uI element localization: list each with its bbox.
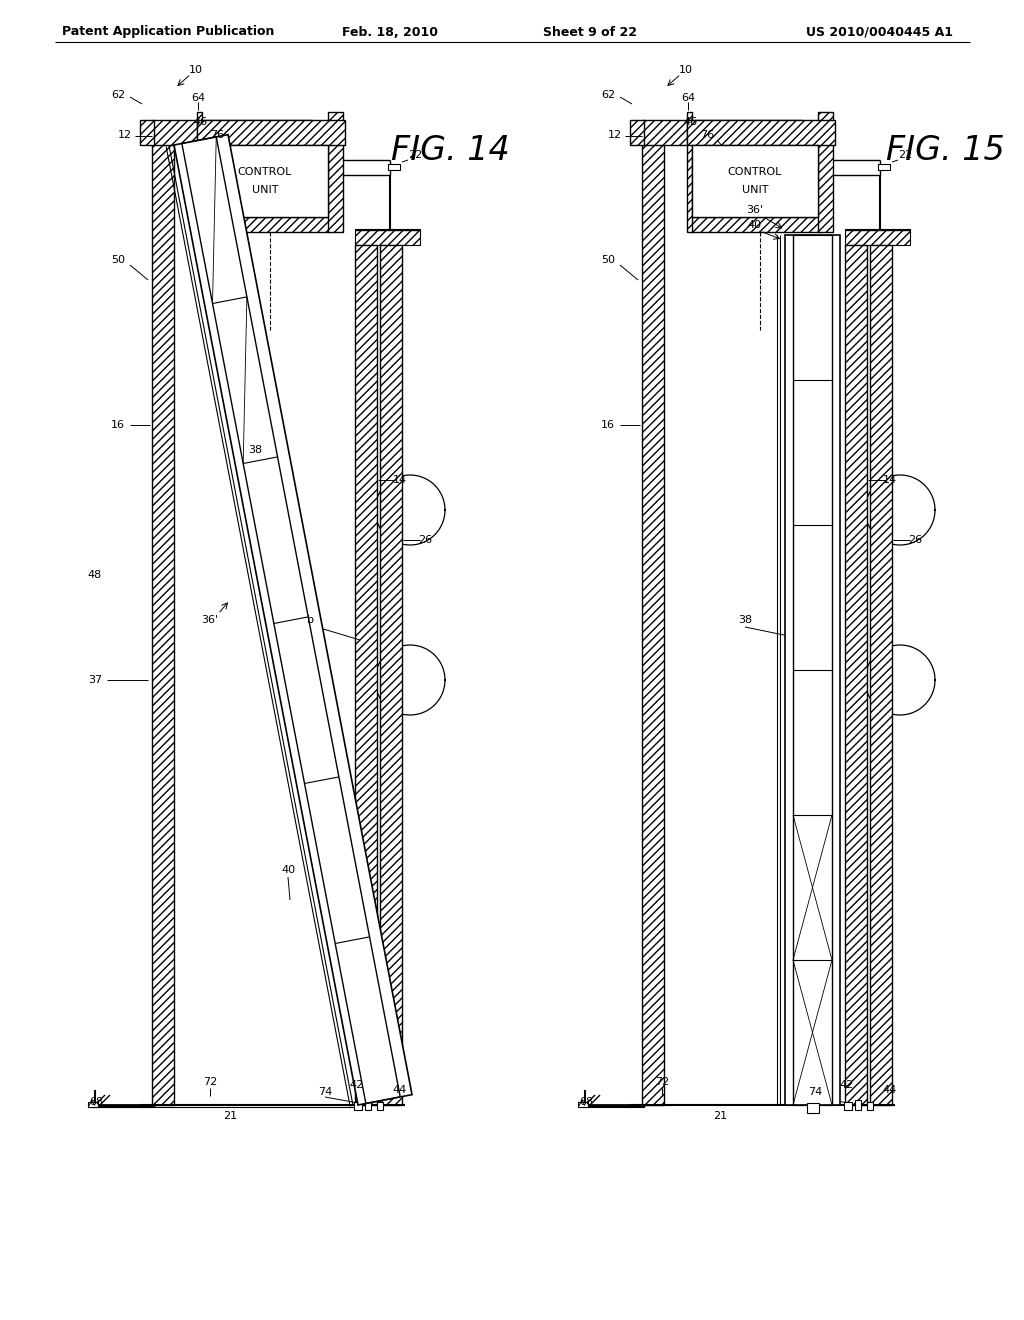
Bar (140, 120, 154, 145)
Bar (197, 112, 202, 232)
Bar (642, 140, 664, 1105)
Text: 26: 26 (908, 535, 922, 545)
Bar (354, 1102, 362, 1110)
Text: CONTROL: CONTROL (238, 168, 292, 177)
Text: 64: 64 (190, 92, 205, 103)
Text: UNIT: UNIT (252, 185, 279, 195)
Text: CONTROL: CONTROL (728, 168, 782, 177)
Text: 38: 38 (248, 445, 262, 455)
Bar (845, 246, 867, 1105)
Text: 16: 16 (601, 420, 615, 430)
Bar (867, 1102, 873, 1110)
Bar (197, 120, 345, 145)
Text: 64: 64 (681, 92, 695, 103)
Bar (88, 1102, 98, 1107)
Bar (202, 145, 328, 216)
Bar (855, 1100, 861, 1110)
Text: 50: 50 (111, 255, 125, 265)
Bar (328, 112, 343, 232)
Text: 10: 10 (189, 65, 203, 75)
Bar (785, 235, 840, 1105)
Text: 21: 21 (713, 1111, 727, 1121)
Text: US 2010/0040445 A1: US 2010/0040445 A1 (807, 25, 953, 38)
Text: FIG. 15: FIG. 15 (886, 133, 1005, 166)
Bar (380, 246, 402, 1105)
Bar (692, 145, 818, 216)
Text: 44: 44 (393, 1085, 408, 1096)
Bar (152, 120, 312, 145)
Text: 46: 46 (683, 117, 697, 127)
Text: 36': 36' (202, 615, 218, 624)
Bar (355, 228, 420, 246)
Text: 37: 37 (88, 675, 102, 685)
Bar (388, 164, 400, 170)
Bar (878, 164, 890, 170)
Bar (365, 1100, 371, 1110)
Text: 40: 40 (748, 220, 762, 230)
Bar (377, 1102, 383, 1110)
Text: 72: 72 (655, 1077, 669, 1086)
Text: 22: 22 (898, 150, 912, 160)
Text: 76: 76 (210, 129, 224, 140)
Text: FIG. 14: FIG. 14 (390, 133, 509, 166)
Text: Feb. 18, 2010: Feb. 18, 2010 (342, 25, 438, 38)
Bar (690, 216, 820, 232)
Text: 46: 46 (193, 117, 207, 127)
Bar (355, 246, 377, 1105)
Text: 62: 62 (601, 90, 615, 100)
Bar (845, 228, 910, 246)
Polygon shape (174, 135, 412, 1105)
Bar (844, 1102, 852, 1110)
Bar (630, 120, 644, 145)
Bar (152, 140, 174, 1105)
Text: 42: 42 (350, 1080, 365, 1090)
Bar (578, 1102, 588, 1107)
Text: 21: 21 (223, 1111, 238, 1121)
Text: 74: 74 (317, 1086, 332, 1097)
Text: 76: 76 (700, 129, 714, 140)
Bar (687, 112, 692, 232)
Bar (807, 1104, 819, 1113)
Text: 48: 48 (88, 570, 102, 579)
Text: 74: 74 (808, 1086, 822, 1097)
Bar (870, 246, 892, 1105)
Bar (818, 112, 833, 232)
Text: Patent Application Publication: Patent Application Publication (61, 25, 274, 38)
Text: 40: 40 (281, 865, 295, 875)
Text: 72: 72 (203, 1077, 217, 1086)
Text: 68: 68 (579, 1097, 593, 1107)
Text: 42: 42 (840, 1080, 854, 1090)
Bar (200, 216, 330, 232)
Text: UNIT: UNIT (741, 185, 768, 195)
Text: 22: 22 (408, 150, 422, 160)
Text: 12: 12 (608, 129, 622, 140)
Text: 62: 62 (111, 90, 125, 100)
Text: 44: 44 (883, 1085, 897, 1096)
Text: 38: 38 (738, 615, 752, 624)
Text: 12: 12 (118, 129, 132, 140)
Text: b: b (306, 615, 313, 624)
Text: Sheet 9 of 22: Sheet 9 of 22 (543, 25, 637, 38)
Text: 68: 68 (89, 1097, 103, 1107)
Bar (687, 120, 835, 145)
Text: 26: 26 (418, 535, 432, 545)
Text: 16: 16 (111, 420, 125, 430)
Text: 10: 10 (679, 65, 693, 75)
Text: 36': 36' (746, 205, 764, 215)
Text: 50: 50 (601, 255, 615, 265)
Bar (642, 120, 802, 145)
Text: 14: 14 (393, 475, 408, 484)
Text: 14: 14 (883, 475, 897, 484)
